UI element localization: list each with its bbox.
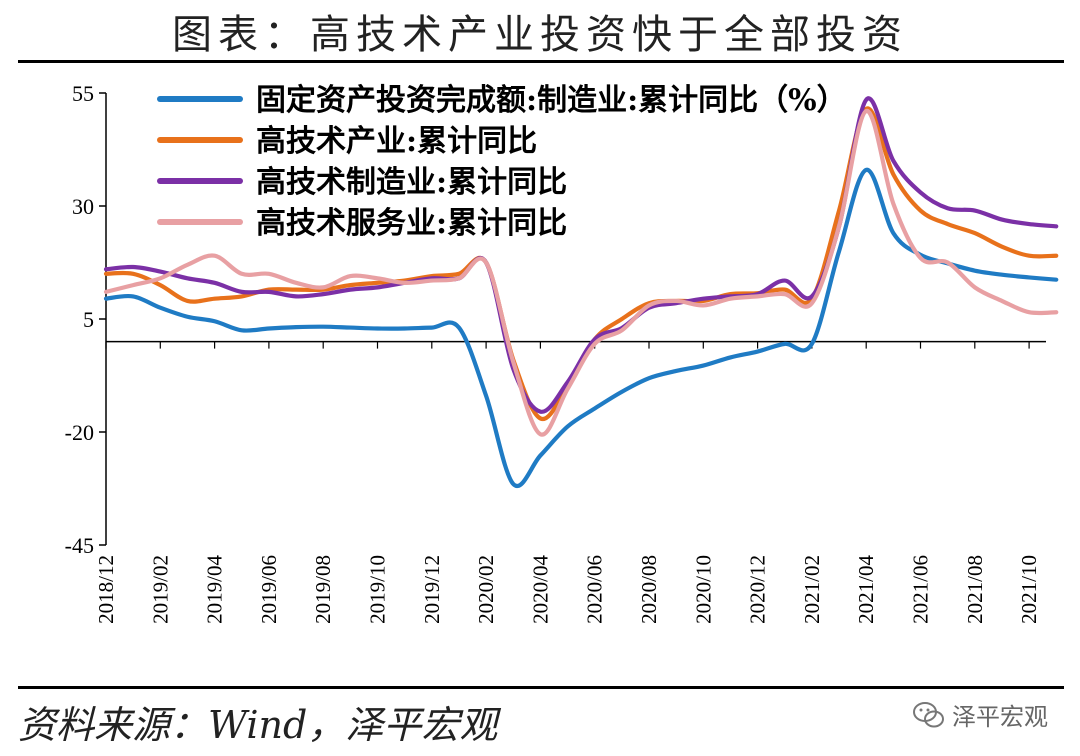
chart-title: 图表：高技术产业投资快于全部投资 [172, 12, 908, 58]
legend-label-3: 高技术制造业:累计同比 [256, 165, 567, 200]
y-tick-label: 5 [83, 307, 94, 332]
x-tick-label: 2019/04 [203, 555, 227, 624]
x-tick-label: 2020/10 [691, 555, 715, 624]
y-tick-label: -20 [65, 420, 94, 445]
x-tick-label: 2020/06 [583, 555, 607, 624]
series-line-2 [103, 106, 1059, 421]
series-line-4 [103, 108, 1059, 437]
legend-label-1: 固定资产投资完成额:制造业:累计同比（%） [256, 83, 847, 118]
x-tick-label: 2020/04 [528, 555, 552, 624]
series-line-3 [103, 96, 1059, 414]
x-tick-label: 2020/08 [637, 555, 661, 624]
x-tick-label: 2021/08 [963, 555, 987, 624]
chart-legend: 固定资产投资完成额:制造业:累计同比（%） 高技术产业:累计同比高技术制造业:累计… [157, 83, 847, 241]
y-tick-label: -45 [65, 533, 94, 558]
y-tick-label: 30 [72, 194, 94, 219]
top-divider [18, 60, 1064, 63]
x-tick-label: 2019/06 [257, 555, 281, 624]
series-line-1 [103, 167, 1059, 489]
x-tick-label: 2021/10 [1017, 555, 1041, 624]
watermark-text: 泽平宏观 [952, 703, 1048, 731]
x-tick-label: 2019/10 [366, 555, 390, 624]
watermark: 泽平宏观 [912, 697, 1048, 732]
x-tick-label: 2018/12 [94, 555, 118, 624]
x-tick-label: 2019/08 [311, 555, 335, 624]
x-tick-label: 2021/06 [909, 555, 933, 624]
x-tick-label: 2020/02 [474, 555, 498, 624]
x-tick-label: 2021/02 [800, 555, 824, 624]
source-note: 资料来源：Wind，泽平宏观 [18, 703, 498, 747]
x-tick-label: 2021/04 [854, 555, 878, 624]
x-tick-label: 2019/02 [148, 555, 172, 624]
wechat-icon [913, 701, 944, 727]
y-tick-label: 55 [72, 81, 94, 106]
bottom-divider [18, 686, 1064, 689]
x-tick-label: 2020/12 [746, 555, 770, 624]
chart-series [103, 96, 1059, 489]
legend-label-4: 高技术服务业:累计同比 [256, 206, 567, 241]
legend-label-2: 高技术产业:累计同比 [256, 124, 537, 159]
x-tick-label: 2019/12 [420, 555, 444, 624]
